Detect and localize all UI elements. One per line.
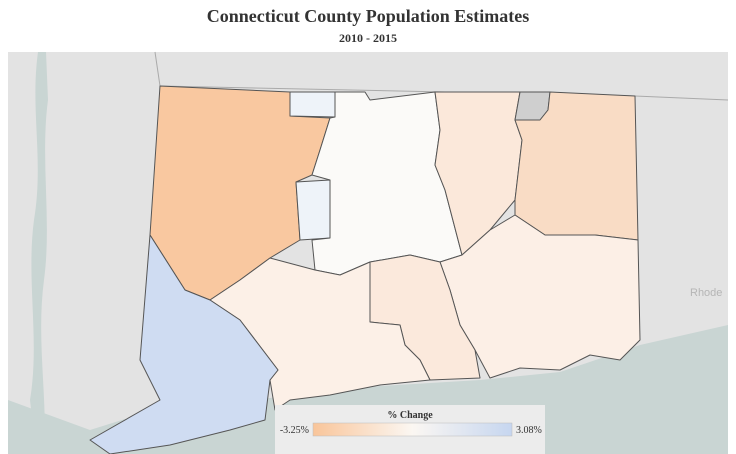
county <box>514 91 639 241</box>
counties <box>89 85 641 454</box>
legend-gradient <box>312 422 513 437</box>
county <box>89 234 279 454</box>
place-label: Rhode <box>690 287 722 299</box>
state-border <box>154 51 729 101</box>
legend-min: -3.25% <box>280 425 309 436</box>
map-title: Connecticut County Population Estimates <box>207 6 530 26</box>
county <box>439 214 641 379</box>
map-subtitle: 2010 - 2015 <box>339 31 397 45</box>
river <box>30 52 48 454</box>
legend-max: 3.08% <box>516 425 542 436</box>
legend: % Change -3.25% 3.08% <box>275 405 545 454</box>
legend-title: % Change <box>387 410 433 421</box>
